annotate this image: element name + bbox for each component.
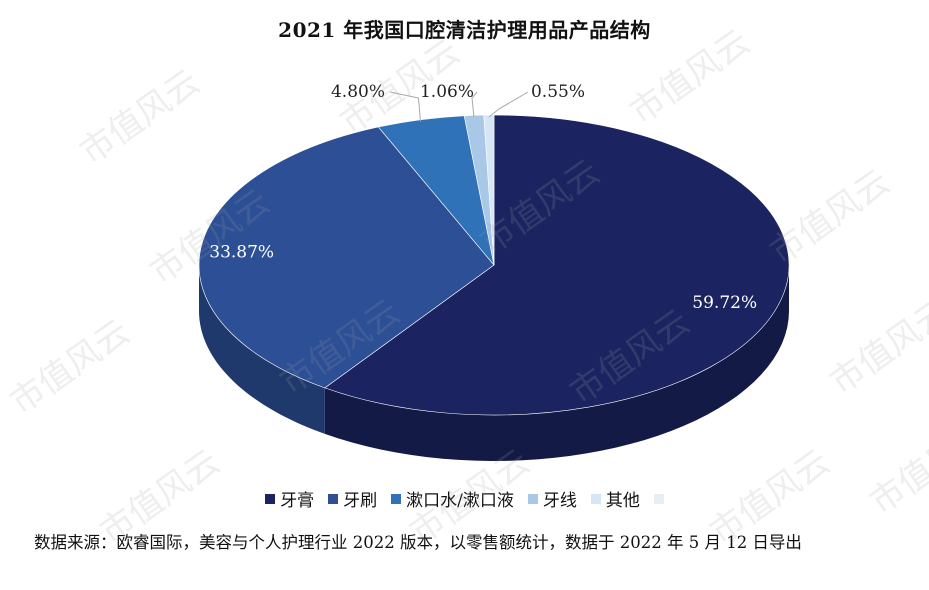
legend-item-mouthwash: 漱口水/漱口液	[391, 486, 514, 511]
legend-item-extra	[653, 493, 664, 504]
pie-chart: 59.72% 33.87% 4.80% 1.06% 0.55%	[198, 82, 790, 461]
pie-slice-1	[198, 126, 495, 389]
legend-item-toothbrush: 牙刷	[328, 486, 377, 511]
legend-label: 牙线	[542, 491, 577, 511]
legend-item-other: 其他	[590, 486, 640, 511]
pie-labels: 59.72% 33.87% 4.80% 1.06% 0.55%	[209, 82, 757, 313]
legend-swatch	[391, 493, 402, 504]
leader-line-2	[389, 91, 421, 122]
leader-line-3	[471, 91, 478, 118]
legend-label: 牙膏	[280, 491, 315, 511]
data-label-0: 59.72%	[692, 293, 757, 313]
source-note: 数据来源：欧睿国际，美容与个人护理行业 2022 版本，以零售额统计，数据于 2…	[34, 533, 802, 552]
data-label-4: 0.55%	[531, 82, 585, 102]
legend: 牙膏 牙刷 漱口水/漱口液 牙线 其他	[0, 486, 929, 511]
pie-slice-0	[324, 114, 790, 416]
legend-label: 漱口水/漱口液	[406, 491, 514, 511]
legend-swatch	[590, 493, 601, 504]
pie-top	[198, 114, 790, 416]
pie-side-1	[199, 265, 325, 434]
legend-label: 其他	[605, 491, 640, 511]
data-label-1: 33.87%	[209, 243, 274, 263]
legend-swatch	[527, 493, 538, 504]
data-label-2: 4.80%	[331, 82, 385, 102]
legend-item-toothpaste: 牙膏	[265, 486, 314, 511]
leader-line-4	[488, 91, 529, 118]
legend-label: 牙刷	[343, 491, 378, 511]
data-label-3: 1.06%	[420, 82, 474, 102]
legend-swatch	[265, 493, 276, 504]
legend-swatch-extra	[653, 493, 664, 504]
legend-item-floss: 牙线	[527, 486, 577, 511]
pie-side-0	[324, 265, 789, 461]
chart-title: 2021 年我国口腔清洁护理用品产品结构	[278, 18, 651, 42]
pie-side-walls	[199, 265, 789, 461]
pie-slice-4	[483, 114, 495, 266]
legend-swatch	[328, 493, 339, 504]
